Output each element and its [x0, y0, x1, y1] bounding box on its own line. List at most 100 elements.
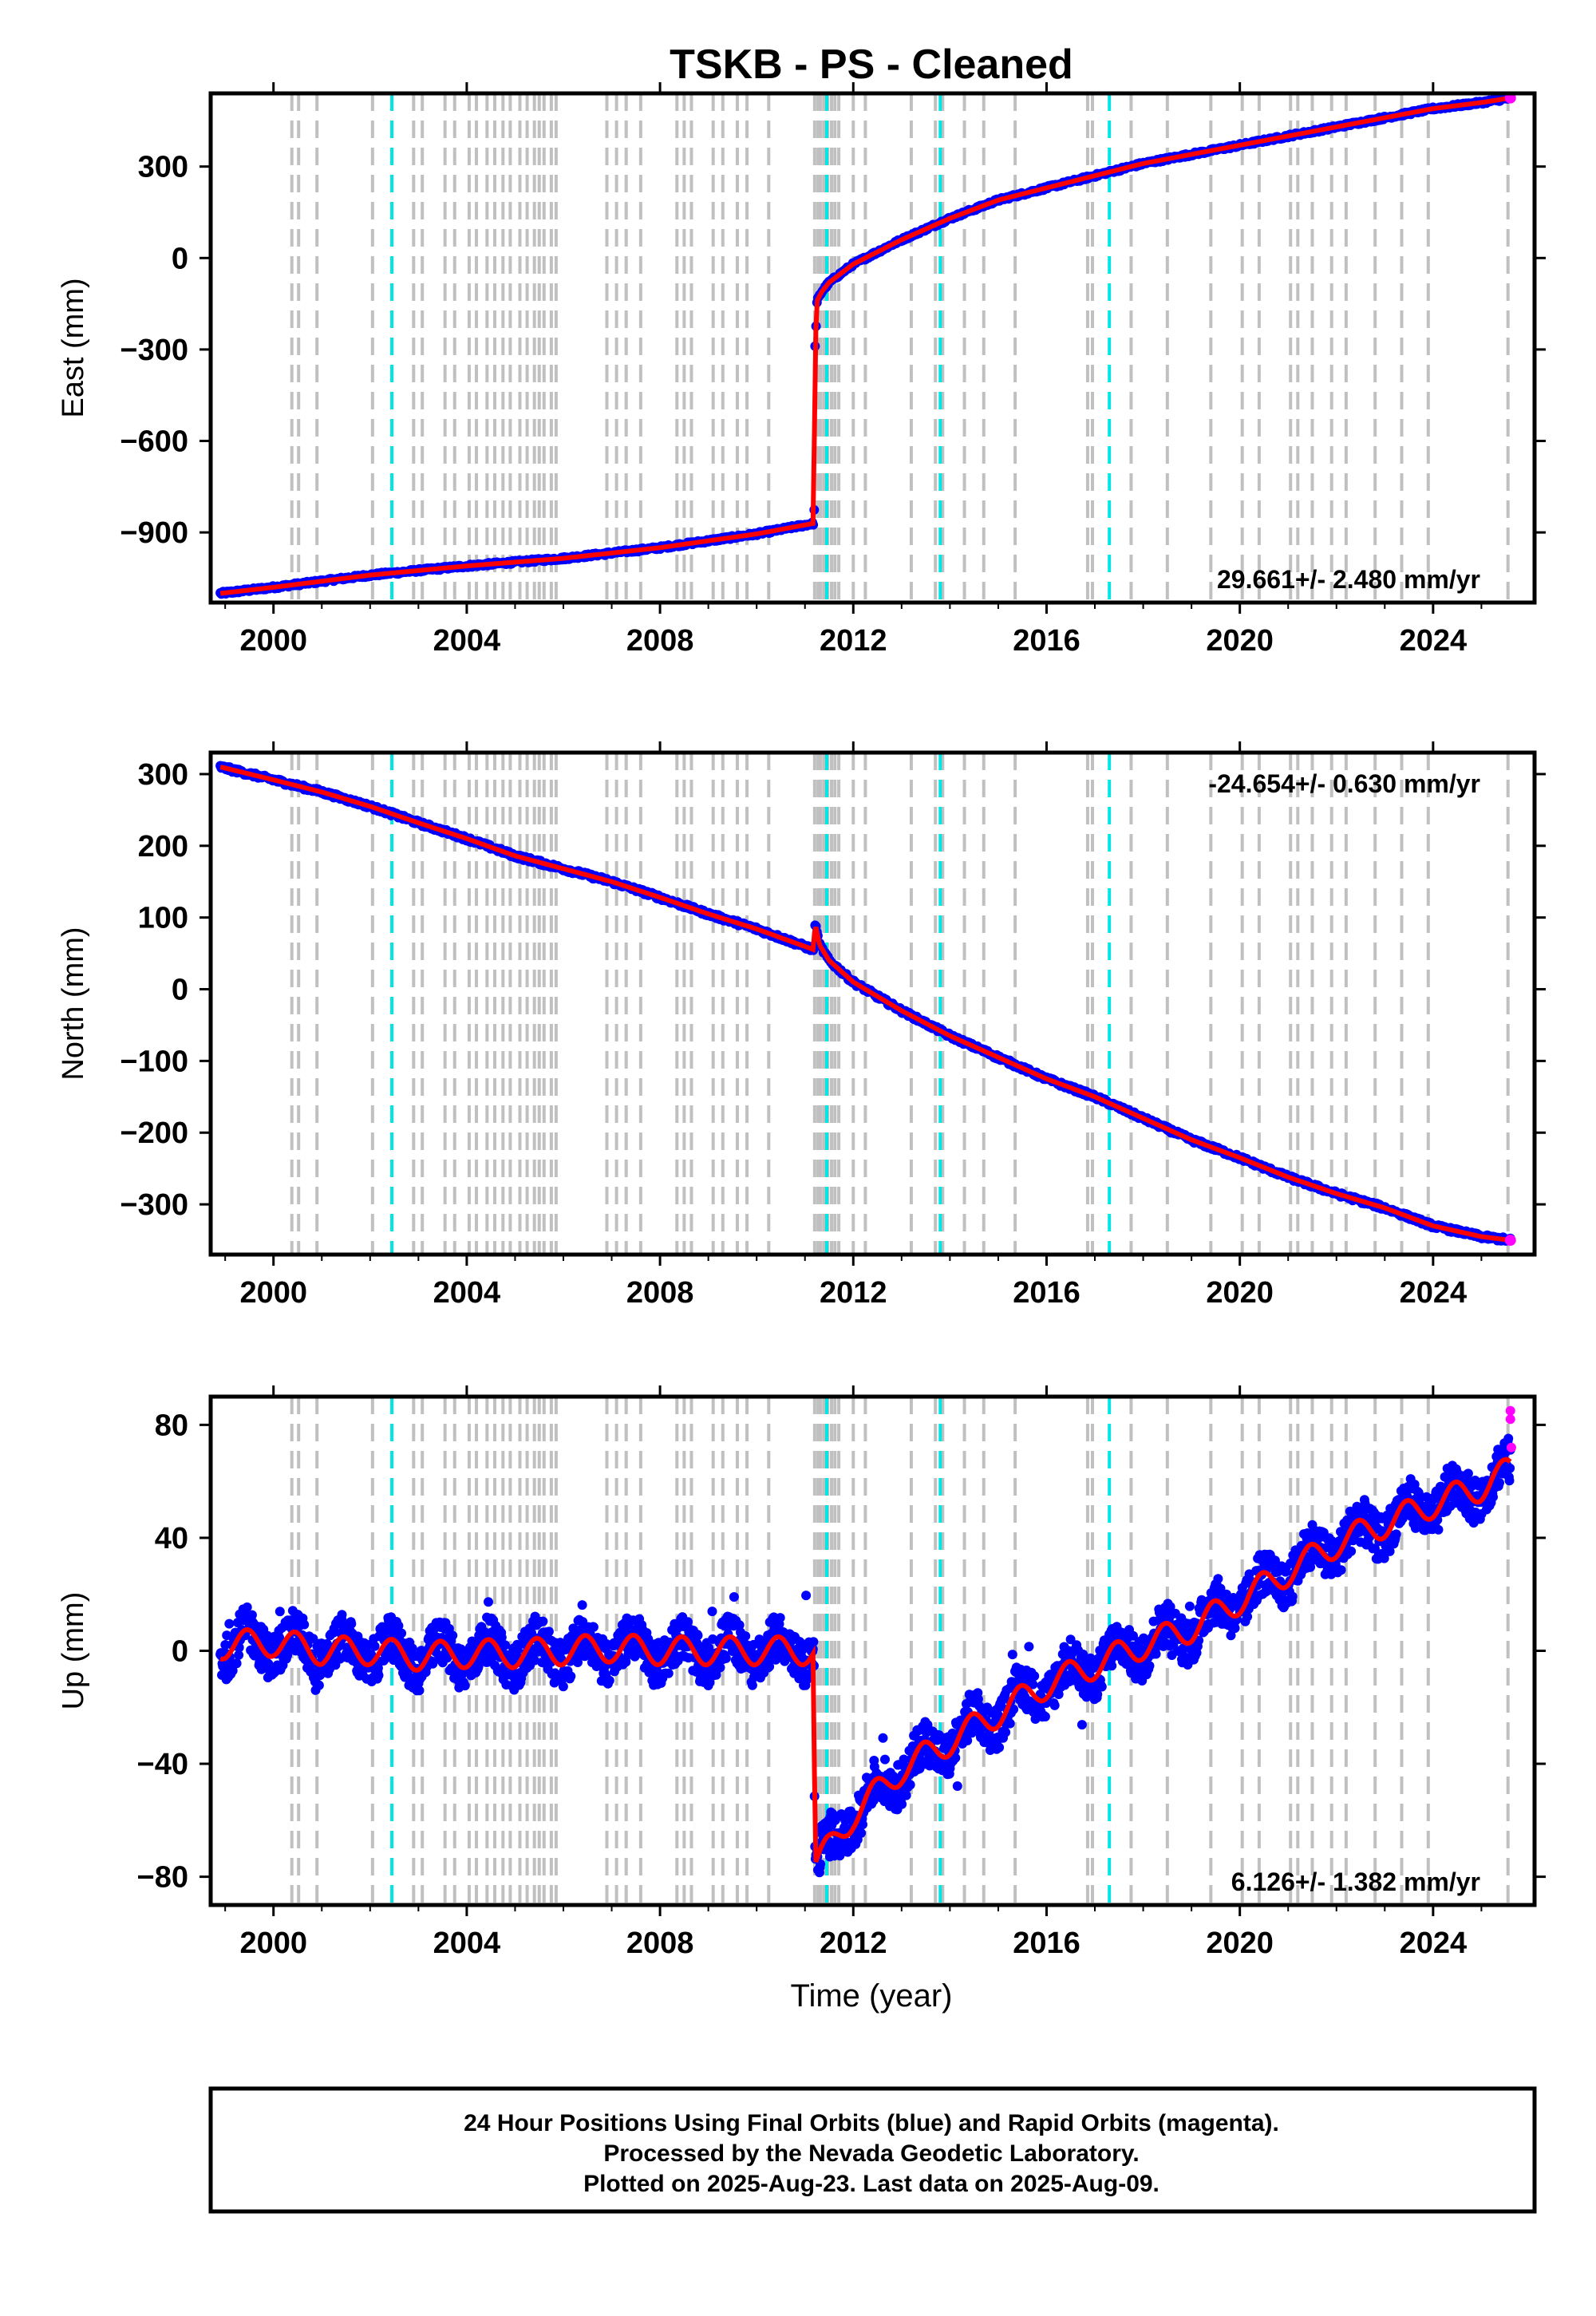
final-orbit-point: [721, 1653, 731, 1663]
final-orbit-point: [901, 1790, 911, 1800]
y-tick-label: 300: [138, 758, 188, 792]
final-orbit-point: [314, 1680, 324, 1690]
final-orbit-point: [308, 1634, 318, 1644]
y-tick-label: −600: [120, 425, 188, 459]
x-tick-label: 2024: [1400, 624, 1468, 658]
final-orbit-point: [1005, 1718, 1015, 1729]
final-orbit-point: [543, 1626, 554, 1637]
y-tick-label: −300: [120, 334, 188, 367]
final-orbit-point: [588, 1622, 598, 1632]
final-orbit-point: [1096, 1682, 1107, 1692]
chart-title: TSKB - PS - Cleaned: [670, 41, 1073, 88]
plot-frame: [208, 750, 1537, 1257]
x-tick-label: 2016: [1013, 624, 1080, 658]
final-orbit-point: [247, 1610, 257, 1620]
y-tick-label: −200: [120, 1117, 188, 1150]
x-tick-label: 2020: [1206, 1276, 1274, 1310]
y-tick-label: −900: [120, 516, 188, 550]
final-orbit-point: [878, 1733, 888, 1743]
final-orbit-point: [448, 1630, 458, 1641]
final-orbit-point: [242, 1602, 252, 1612]
final-orbit-point: [808, 1637, 819, 1647]
final-orbit-point: [231, 1658, 242, 1669]
final-orbit-point: [346, 1618, 357, 1629]
final-orbit-point: [299, 1619, 310, 1630]
final-orbit-point: [566, 1671, 576, 1682]
plot-frame: [208, 91, 1537, 605]
y-tick-label: 100: [138, 902, 188, 935]
rate-label: -24.654+/- 0.630 mm/yr: [1208, 769, 1480, 798]
final-orbit-point: [1077, 1720, 1087, 1730]
final-orbit-point: [801, 1591, 812, 1601]
final-orbit-point: [224, 1618, 235, 1629]
final-orbit-point: [747, 1680, 757, 1690]
y-axis-label: East (mm): [57, 278, 90, 417]
final-orbit-point: [397, 1628, 407, 1638]
final-orbit-point: [393, 1621, 404, 1631]
y-tick-label: −300: [120, 1188, 188, 1222]
x-tick-label: 2004: [433, 1276, 501, 1310]
y-tick-label: 0: [172, 974, 188, 1007]
final-orbit-point: [496, 1632, 507, 1642]
final-orbit-point: [856, 1828, 867, 1838]
final-orbit-point: [1049, 1700, 1060, 1710]
final-orbit-point: [500, 1640, 511, 1650]
y-tick-label: 300: [138, 151, 188, 184]
x-tick-label: 2008: [626, 1276, 694, 1310]
model-line: [219, 95, 1511, 596]
final-orbit-point: [707, 1607, 717, 1617]
final-orbit-point: [484, 1597, 493, 1607]
y-axis-label: North (mm): [57, 927, 90, 1080]
final-orbit-point: [538, 1616, 548, 1626]
final-orbit-point: [373, 1670, 384, 1681]
x-tick-label: 2012: [820, 1276, 887, 1310]
x-tick-label: 2004: [433, 624, 501, 658]
final-orbit-point: [693, 1630, 703, 1641]
final-orbit-point: [897, 1799, 907, 1809]
rate-label: 29.661+/- 2.480 mm/yr: [1217, 565, 1480, 594]
final-orbit-point: [256, 1664, 267, 1674]
final-orbit-point: [337, 1610, 347, 1620]
final-orbit-point: [1007, 1650, 1017, 1660]
final-orbit-point: [558, 1682, 568, 1692]
rapid-orbit-point: [1504, 93, 1516, 104]
final-orbit-point: [1040, 1712, 1050, 1721]
final-orbit-point: [460, 1681, 470, 1691]
x-tick-label: 2020: [1206, 624, 1274, 658]
final-orbit-point: [1029, 1671, 1040, 1682]
model-line: [219, 765, 1511, 1243]
final-orbit-point: [407, 1643, 417, 1654]
final-orbit-point: [1107, 1661, 1117, 1671]
final-orbit-point: [715, 1662, 725, 1673]
final-orbit-point: [775, 1613, 785, 1623]
x-tick-label: 2024: [1400, 1276, 1468, 1310]
final-orbit-point: [428, 1658, 438, 1669]
final-orbit-point: [1024, 1642, 1034, 1652]
final-orbit-point: [227, 1666, 238, 1676]
x-tick-label: 2016: [1013, 1276, 1080, 1310]
x-tick-label: 2012: [820, 624, 887, 658]
final-orbit-point: [473, 1662, 484, 1672]
y-tick-label: 200: [138, 830, 188, 864]
final-orbit-point: [880, 1754, 890, 1765]
plot-area: [215, 753, 1516, 1255]
final-orbit-point: [577, 1600, 587, 1611]
final-orbit-point: [663, 1668, 674, 1678]
final-orbit-point: [275, 1607, 285, 1617]
y-tick-label: −100: [120, 1045, 188, 1078]
final-orbit-point: [741, 1631, 751, 1641]
rapid-orbit-point: [1504, 1235, 1516, 1247]
plot-area: [215, 93, 1516, 603]
final-orbit-point: [414, 1686, 425, 1696]
final-orbit-point: [905, 1780, 915, 1790]
x-tick-label: 2008: [626, 624, 694, 658]
y-tick-label: 0: [172, 242, 188, 275]
final-orbit-point: [369, 1641, 380, 1651]
final-orbit-point: [994, 1742, 1005, 1753]
plot-area: [215, 1397, 1516, 1905]
final-orbit-point: [604, 1675, 614, 1686]
